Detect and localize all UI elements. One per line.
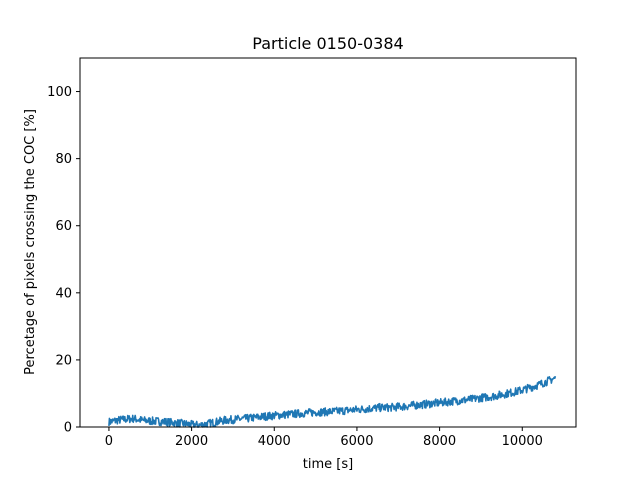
x-tick-label: 10000 [502, 434, 543, 449]
chart-title: Particle 0150-0384 [252, 34, 403, 53]
y-tick-label: 0 [64, 421, 72, 436]
y-axis-ticks: 0 20 40 60 80 100 [47, 85, 80, 436]
y-tick-label: 60 [55, 219, 72, 234]
y-tick-label: 100 [47, 85, 72, 100]
x-tick-label: 8000 [423, 434, 456, 449]
y-tick-label: 40 [55, 286, 72, 301]
x-tick-label: 6000 [340, 434, 373, 449]
x-axis-label: time [s] [303, 457, 353, 472]
y-tick-label: 20 [55, 353, 72, 368]
series-line [108, 376, 557, 428]
x-tick-label: 4000 [258, 434, 291, 449]
x-tick-label: 0 [105, 434, 113, 449]
series-layer [108, 376, 557, 428]
x-tick-label: 2000 [175, 434, 208, 449]
y-axis-label: Percetage of pixels crossing the COC [%] [23, 109, 38, 375]
plot-frame [79, 57, 577, 428]
y-tick-label: 80 [55, 152, 72, 167]
x-axis-ticks: 0 2000 4000 6000 8000 10000 [105, 427, 543, 449]
